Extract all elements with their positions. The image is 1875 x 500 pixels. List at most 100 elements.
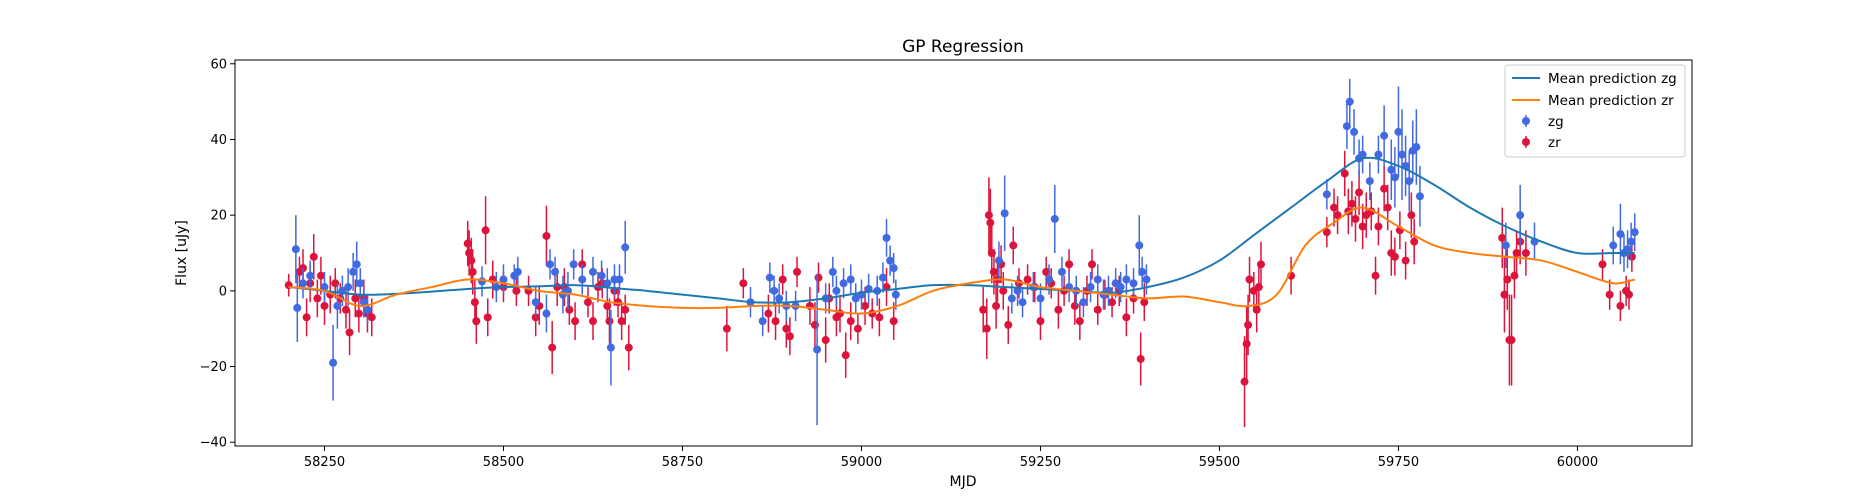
- zg-point: [329, 358, 338, 367]
- zr-point: [320, 301, 329, 310]
- zg-point: [1093, 275, 1102, 284]
- y-tick-label: 60: [210, 57, 227, 72]
- zr-point: [1351, 214, 1360, 223]
- zr-point: [351, 294, 360, 303]
- plot-frame: [234, 59, 1693, 447]
- zg-point: [1398, 150, 1407, 159]
- zr-point: [1340, 169, 1349, 178]
- zr-point: [1065, 260, 1074, 269]
- zr-point: [785, 332, 794, 341]
- zg-point: [1630, 228, 1639, 237]
- zr-point: [1410, 237, 1419, 246]
- zr-point: [1256, 260, 1265, 269]
- zg-point: [1000, 209, 1009, 218]
- zg-point: [546, 260, 555, 269]
- zr-point: [588, 317, 597, 326]
- zg-point: [531, 298, 540, 307]
- zg-point: [1079, 298, 1088, 307]
- zr-point: [1500, 290, 1509, 299]
- zr-point: [467, 256, 476, 265]
- zg-point: [891, 290, 900, 299]
- zg-point: [597, 271, 606, 280]
- zg-point: [1516, 211, 1525, 220]
- zr-point: [621, 305, 630, 314]
- zr-point: [481, 226, 490, 235]
- zr-point: [1401, 256, 1410, 265]
- zg-point: [1116, 283, 1125, 292]
- zr-point: [764, 309, 773, 318]
- zg-point: [1057, 267, 1066, 276]
- zr-point: [1088, 260, 1097, 269]
- zg-point: [356, 279, 365, 288]
- zr-point: [1242, 339, 1251, 348]
- plot-area: [284, 78, 1639, 428]
- zr-point: [1004, 320, 1013, 329]
- zr-point: [1390, 252, 1399, 261]
- zg-point: [878, 273, 887, 282]
- x-tick-label: 58500: [483, 455, 524, 470]
- zr-point: [841, 351, 850, 360]
- zg-point: [1018, 298, 1027, 307]
- zg-point: [1609, 241, 1618, 250]
- zg-point: [1142, 275, 1151, 284]
- zg-point: [320, 283, 329, 292]
- zr-point: [984, 211, 993, 220]
- zr-point: [1245, 275, 1254, 284]
- x-tick-label: 58250: [304, 455, 345, 470]
- y-axis-label: Flux [uJy]: [174, 220, 190, 286]
- zr-point: [889, 317, 898, 326]
- zg-point: [349, 267, 358, 276]
- y-tick-label: −40: [200, 436, 227, 451]
- zr-point: [1383, 203, 1392, 212]
- zr-point: [313, 294, 322, 303]
- zr-point: [875, 313, 884, 322]
- zg-point: [291, 245, 300, 254]
- zg-point: [606, 343, 615, 352]
- zg-point: [1358, 150, 1367, 159]
- zr-point: [624, 343, 633, 352]
- zr-point: [1054, 305, 1063, 314]
- zg-point: [1322, 190, 1331, 199]
- zg-point: [499, 275, 508, 284]
- zr-point: [468, 267, 477, 276]
- zr-point: [1108, 298, 1117, 307]
- y-axis: −40 −20 0 20 40 60: [200, 57, 235, 451]
- zr-point: [1605, 290, 1614, 299]
- zr-point: [782, 324, 791, 333]
- zg-point: [839, 279, 848, 288]
- zg-point: [603, 279, 612, 288]
- zg-point: [1365, 177, 1374, 186]
- legend-swatch-zr-points: [1522, 138, 1530, 146]
- zg-point: [615, 275, 624, 284]
- zr-point: [302, 313, 311, 322]
- zg-point: [994, 256, 1003, 265]
- zg-point: [306, 271, 315, 280]
- zg-point: [1394, 127, 1403, 136]
- zr-point: [861, 301, 870, 310]
- zr-point: [1407, 211, 1416, 220]
- zr-point: [722, 324, 731, 333]
- zr-point: [1512, 249, 1521, 257]
- zg-point: [333, 301, 342, 310]
- zr-point: [1036, 317, 1045, 326]
- zr-point: [1042, 267, 1051, 276]
- y-tick-label: 0: [219, 284, 227, 299]
- zr-point: [1333, 211, 1342, 220]
- zg-point: [1036, 294, 1045, 303]
- zg-point: [1007, 294, 1016, 303]
- zr-point: [565, 305, 574, 314]
- x-tick-label: 59250: [1020, 455, 1061, 470]
- zr-point: [1070, 301, 1079, 310]
- zg-point-series: [291, 78, 1639, 426]
- zg-point: [588, 267, 597, 276]
- zg-point: [1342, 122, 1351, 131]
- zr-point: [1521, 249, 1530, 257]
- zg-point: [293, 303, 302, 312]
- zg-point: [1050, 214, 1059, 223]
- zg-point: [882, 233, 891, 242]
- x-tick-label: 59500: [1199, 455, 1240, 470]
- zr-point: [999, 286, 1008, 295]
- zr-point: [367, 313, 376, 322]
- x-tick-label: 59000: [841, 455, 882, 470]
